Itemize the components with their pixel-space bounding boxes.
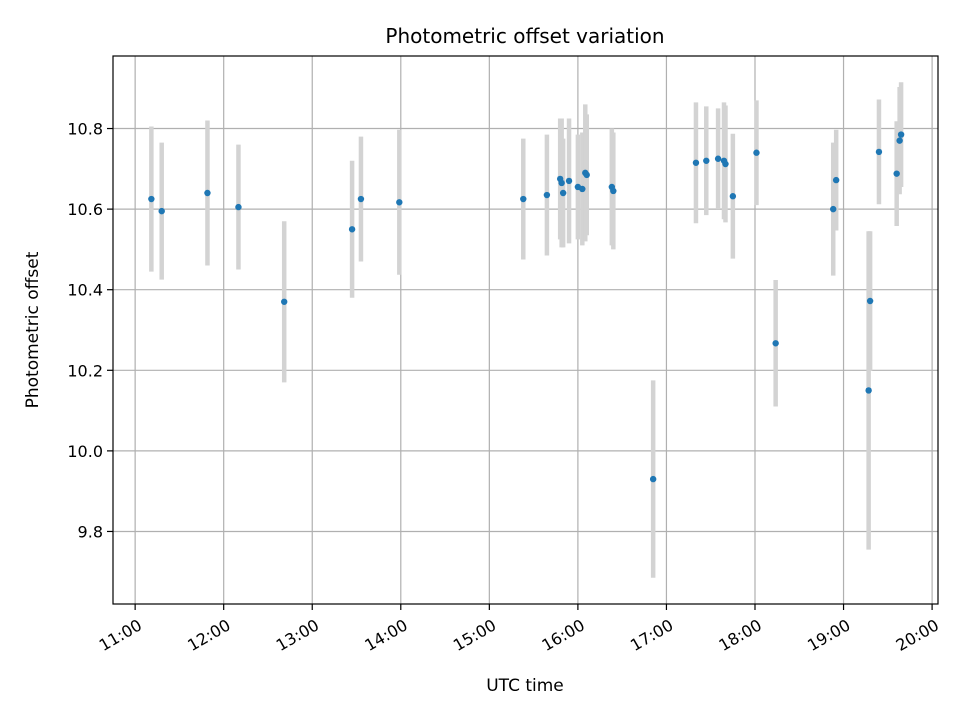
data-points (148, 131, 905, 483)
data-point (832, 176, 840, 184)
data-point (559, 189, 567, 197)
data-point (158, 207, 165, 215)
data-point (722, 160, 729, 168)
data-point (729, 193, 737, 200)
data-point (565, 177, 573, 185)
data-point (703, 157, 710, 164)
data-point (543, 191, 551, 199)
data-point (204, 189, 211, 197)
data-point (583, 171, 590, 179)
data-point (714, 155, 722, 162)
data-point (865, 387, 872, 394)
data-point (280, 298, 288, 305)
data-point (753, 149, 760, 156)
data-point (893, 170, 900, 177)
chart-title: Photometric offset variation (385, 24, 664, 48)
data-point (692, 159, 700, 166)
x-axis-label: UTC time (486, 676, 564, 696)
data-point (610, 187, 617, 195)
data-point (830, 205, 837, 213)
y-tick-label: 9.8 (78, 522, 103, 541)
y-axis: 9.8 10.0 10.2 10.4 10.6 10.8 (67, 120, 113, 541)
data-point (348, 226, 356, 233)
data-point (579, 185, 586, 193)
data-point (558, 179, 565, 187)
data-point (875, 148, 883, 156)
y-tick-label: 10.8 (67, 120, 103, 139)
y-tick-label: 10.6 (67, 200, 103, 219)
y-axis-label: Photometric offset (23, 251, 43, 408)
data-point (897, 131, 905, 138)
data-point (396, 199, 403, 206)
data-point (148, 195, 155, 203)
y-tick-label: 10.4 (67, 281, 103, 300)
data-point (772, 340, 779, 347)
y-tick-label: 10.2 (67, 361, 103, 380)
data-point (235, 203, 242, 211)
data-point (896, 137, 903, 144)
y-tick-label: 10.0 (67, 442, 103, 461)
data-point (866, 297, 874, 305)
plot-frame (112, 55, 939, 605)
data-point (520, 195, 527, 203)
data-point (649, 475, 657, 483)
data-point (357, 195, 365, 203)
